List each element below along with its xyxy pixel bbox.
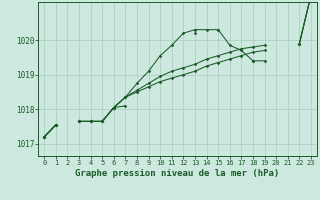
X-axis label: Graphe pression niveau de la mer (hPa): Graphe pression niveau de la mer (hPa) [76,169,280,178]
